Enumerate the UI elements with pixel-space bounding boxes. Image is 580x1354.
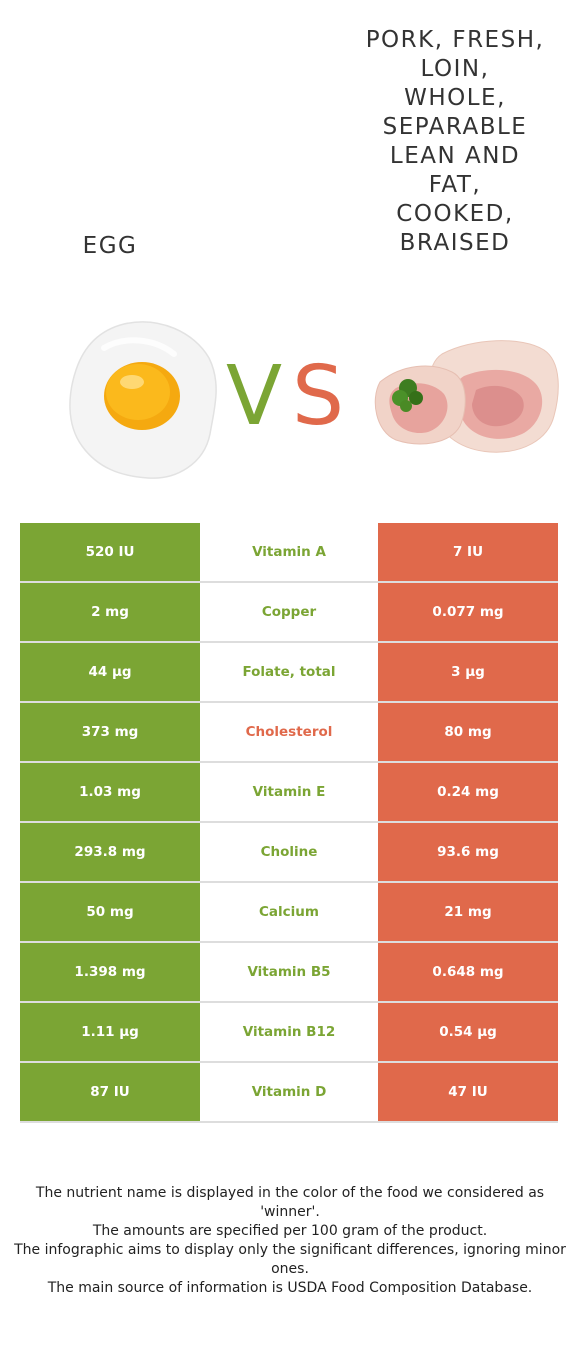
table-row: 1.03 mg Vitamin E 0.24 mg: [20, 762, 558, 823]
left-value: 50 mg: [20, 882, 200, 943]
fried-egg-image: [69, 321, 217, 479]
right-value: 3 µg: [378, 642, 558, 703]
nutrient-name: Calcium: [200, 882, 378, 943]
table-row: 44 µg Folate, total 3 µg: [20, 642, 558, 703]
nutrient-name: Folate, total: [200, 642, 378, 703]
table-row: 1.11 µg Vitamin B12 0.54 µg: [20, 1002, 558, 1063]
right-value: 93.6 mg: [378, 822, 558, 883]
right-value: 7 IU: [378, 523, 558, 583]
right-value: 21 mg: [378, 882, 558, 943]
left-value: 1.03 mg: [20, 762, 200, 823]
left-value: 1.398 mg: [20, 942, 200, 1003]
pork-loin-image: [374, 340, 559, 453]
footnote-line: The amounts are specified per 100 gram o…: [92, 1223, 488, 1239]
nutrient-name: Cholesterol: [200, 702, 378, 763]
right-value: 0.54 µg: [378, 1002, 558, 1063]
table-row: 373 mg Cholesterol 80 mg: [20, 702, 558, 763]
right-value: 0.24 mg: [378, 762, 558, 823]
table-row: 87 IU Vitamin D 47 IU: [20, 1062, 558, 1123]
nutrient-name: Choline: [200, 822, 378, 883]
footnote-line: The infographic aims to display only the…: [14, 1242, 566, 1277]
vs-letter-s: S: [292, 349, 345, 444]
nutrient-name: Vitamin D: [200, 1062, 378, 1123]
left-value: 1.11 µg: [20, 1002, 200, 1063]
left-value: 44 µg: [20, 642, 200, 703]
footnote-line: The nutrient name is displayed in the co…: [35, 1185, 545, 1220]
footnote-line: The main source of information is USDA F…: [47, 1280, 533, 1296]
nutrient-name: Vitamin B12: [200, 1002, 378, 1063]
right-value: 80 mg: [378, 702, 558, 763]
nutrient-name: Copper: [200, 582, 378, 643]
right-value: 0.077 mg: [378, 582, 558, 643]
table-row: 50 mg Calcium 21 mg: [20, 882, 558, 943]
table-row: 1.398 mg Vitamin B5 0.648 mg: [20, 942, 558, 1003]
table-row: 293.8 mg Choline 93.6 mg: [20, 822, 558, 883]
left-value: 373 mg: [20, 702, 200, 763]
left-value: 2 mg: [20, 582, 200, 643]
nutrient-name: Vitamin E: [200, 762, 378, 823]
left-value: 87 IU: [20, 1062, 200, 1123]
left-food-title: EGG: [82, 233, 138, 259]
nutrient-name: Vitamin B5: [200, 942, 378, 1003]
left-value: 520 IU: [20, 523, 200, 583]
right-value: 47 IU: [378, 1062, 558, 1123]
right-food-title: PORK, FRESH, LOIN, WHOLE, SEPARABLE LEAN…: [365, 27, 545, 256]
table-row: 2 mg Copper 0.077 mg: [20, 582, 558, 643]
right-value: 0.648 mg: [378, 942, 558, 1003]
nutrient-name: Vitamin A: [200, 523, 378, 583]
footnotes: The nutrient name is displayed in the co…: [14, 1184, 566, 1298]
left-value: 293.8 mg: [20, 822, 200, 883]
vs-letter-v: V: [226, 349, 283, 444]
